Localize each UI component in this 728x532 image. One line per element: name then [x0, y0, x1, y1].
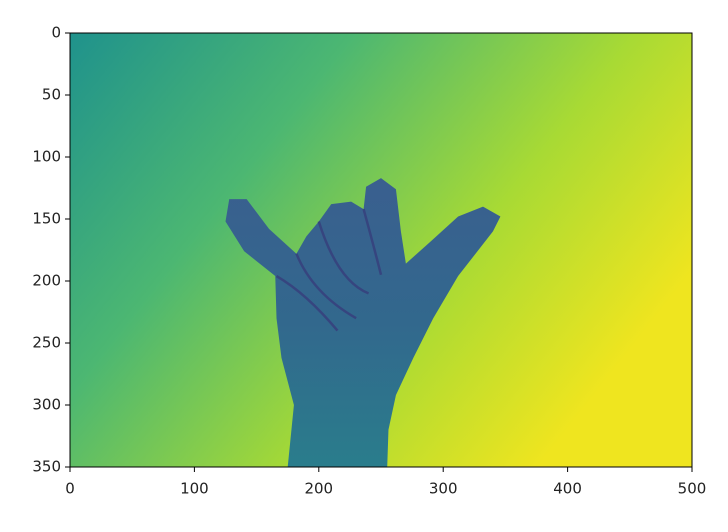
x-tick-label: 100	[180, 480, 209, 498]
x-tick-label: 500	[678, 480, 707, 498]
y-tick-label: 250	[32, 334, 61, 352]
y-tick-label: 0	[51, 24, 61, 42]
x-tick-label: 200	[304, 480, 333, 498]
x-tick-label: 300	[429, 480, 458, 498]
y-tick-label: 150	[32, 210, 61, 228]
y-tick-label: 350	[32, 458, 61, 476]
hand-shape	[225, 178, 501, 467]
axes-frame	[69, 32, 693, 468]
x-tick-label: 0	[65, 480, 75, 498]
y-tick-label: 100	[32, 148, 61, 166]
x-tick-label: 400	[553, 480, 582, 498]
y-tick-label: 300	[32, 396, 61, 414]
y-tick-label: 200	[32, 272, 61, 290]
image	[69, 32, 693, 468]
y-tick-label: 50	[42, 86, 61, 104]
